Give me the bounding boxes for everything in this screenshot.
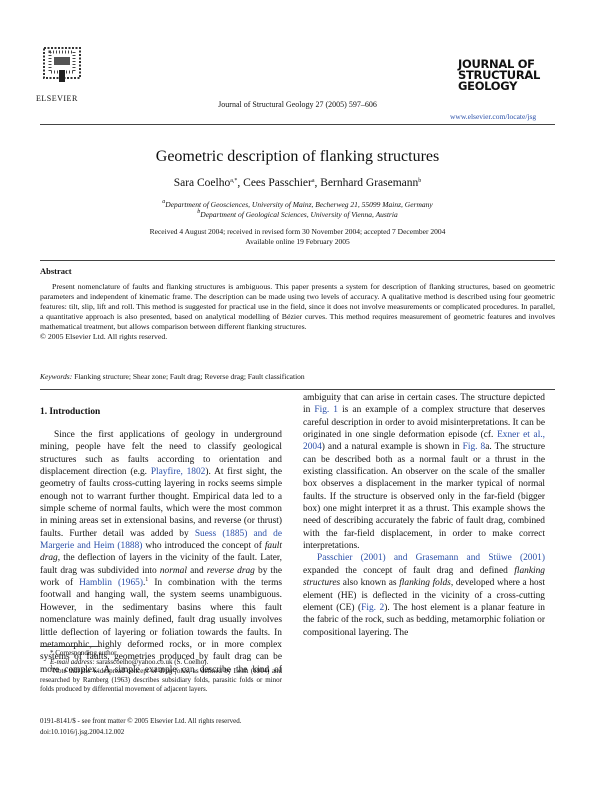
reference-link[interactable]: Exner et al., 2004 — [303, 430, 546, 453]
paragraph: Since the first applications of geology … — [40, 392, 545, 676]
text: Note that the widespread concept of — [53, 667, 160, 675]
author: Cees Passchier — [243, 177, 312, 189]
author: Sara Coelho — [173, 177, 231, 189]
aff-mark: b — [197, 209, 201, 215]
author-mark: b — [418, 178, 422, 184]
keywords: Keywords: Flanking structure; Shear zone… — [40, 372, 305, 381]
affiliation: aDepartment of Geosciences, University o… — [40, 199, 555, 210]
footer: 0191-8141/$ - see front matter © 2005 El… — [40, 716, 241, 738]
reference-link[interactable]: Hamblin (1965) — [79, 578, 143, 589]
reference-link[interactable]: Suess (1885) and de Margerie and Heim (1… — [40, 528, 282, 552]
footer-line: doi:10.1016/j.jsg.2004.12.002 — [40, 728, 125, 736]
text: a. The structure can be described both a… — [303, 442, 545, 552]
footnote: * Corresponding author — [50, 649, 117, 657]
author-mark: a — [311, 178, 315, 184]
text: . — [142, 578, 146, 589]
text: In combination with the terms footwall a… — [40, 393, 545, 675]
rule — [40, 389, 555, 390]
reference-link[interactable]: Passchier (2001) and Grasemann and Stüwe… — [317, 553, 545, 564]
note-mark: 1 — [50, 665, 53, 671]
section-heading: 1. Introduction — [40, 407, 101, 417]
affiliation: bDepartment of Geological Sciences, Univ… — [40, 209, 555, 220]
authors: Sara Coelhoa,*, Cees Passchiera, Bernhar… — [40, 177, 555, 189]
aff-text: Department of Geological Sciences, Unive… — [200, 210, 398, 219]
email: sarasscoelho@yahoo.co.uk (S. Coelho). — [96, 658, 209, 666]
aff-mark: a — [162, 199, 166, 205]
citation: Journal of Structural Geology 27 (2005) … — [218, 100, 377, 109]
aff-text: Department of Geosciences, University of… — [165, 200, 433, 209]
separator: , — [237, 177, 244, 189]
footnotes: * Corresponding author E-mail address: s… — [40, 649, 282, 694]
author: Bernhard Grasemann — [320, 177, 419, 189]
text: drag folds — [159, 667, 189, 675]
keywords-label: Keywords: — [40, 372, 73, 381]
body-text: Since the first applications of geology … — [40, 392, 545, 676]
journal-url[interactable]: www.elsevier.com/locate/jsg — [450, 112, 537, 121]
logo-line: JOURNAL OF — [458, 57, 535, 71]
text: ). At first sight, the geometry of fault… — [40, 467, 282, 539]
text: , developed where a host element (HE) is… — [303, 578, 545, 613]
reference-link[interactable]: Playfire, 1802 — [150, 467, 206, 478]
abstract: Present nomenclature of faults and flank… — [40, 282, 555, 343]
author-mark: a,* — [230, 178, 238, 184]
text: ). The host element is a planar feature … — [303, 602, 545, 638]
logo-line: GEOLOGY — [458, 79, 518, 93]
reference-link[interactable]: Fig. 8 — [462, 442, 486, 453]
email-label: E-mail address: — [50, 658, 95, 666]
footnote: 1Note that the widespread concept of dra… — [40, 665, 282, 694]
rule — [40, 124, 555, 125]
journal-logo: JOURNAL OF STRUCTURAL GEOLOGY — [458, 57, 541, 93]
publisher-logo — [40, 44, 84, 88]
text: is an example of a complex structure tha… — [303, 405, 545, 441]
date-line: Available online 19 February 2005 — [245, 237, 350, 246]
keywords-text: Flanking structure; Shear zone; Fault dr… — [74, 372, 305, 381]
text: Since the first applications of geology … — [40, 430, 282, 478]
logo-line: STRUCTURAL — [458, 68, 541, 82]
title: Geometric description of flanking struct… — [155, 148, 440, 165]
affiliations: aDepartment of Geosciences, University o… — [40, 199, 555, 220]
text: normal — [159, 565, 187, 576]
text: reverse drag — [206, 565, 255, 576]
text: flanking structures — [303, 565, 545, 589]
column-spacer — [40, 392, 282, 429]
copyright: © 2005 Elsevier Ltd. All rights reserved… — [40, 332, 168, 342]
dates: Received 4 August 2004; received in revi… — [40, 227, 555, 247]
text: expanded the concept of fault drag and d… — [303, 565, 515, 576]
footnote: E-mail address: sarasscoelho@yahoo.co.uk… — [40, 658, 282, 667]
separator: , — [314, 177, 321, 189]
reference-link[interactable]: Fig. 1 — [314, 405, 338, 416]
text: fault drag — [40, 541, 283, 564]
date-line: Received 4 August 2004; received in revi… — [149, 227, 446, 236]
text: ) and a natural example is shown in — [321, 442, 463, 453]
text: also known as — [340, 578, 400, 589]
rule — [40, 260, 555, 261]
reference-link[interactable]: Fig. 2 — [361, 602, 385, 613]
footnote-mark: 1 — [145, 577, 149, 584]
paragraph: Passchier (2001) and Grasemann and Stüwe… — [303, 552, 545, 638]
text: , the deflection of layers in the vicini… — [40, 553, 282, 576]
text: who introduced the concept of — [142, 541, 265, 552]
publisher-name: ELSEVIER — [36, 94, 78, 103]
footnote-rule — [40, 646, 100, 647]
footer-line: 0191-8141/$ - see front matter © 2005 El… — [40, 717, 242, 725]
text: flanking folds — [399, 578, 451, 589]
text: and — [186, 565, 207, 576]
text: by the work of — [40, 565, 282, 589]
abstract-text: Present nomenclature of faults and flank… — [40, 282, 555, 332]
text: , as defined by Leith (1914) and researc… — [40, 667, 282, 693]
abstract-heading: Abstract — [40, 266, 72, 276]
